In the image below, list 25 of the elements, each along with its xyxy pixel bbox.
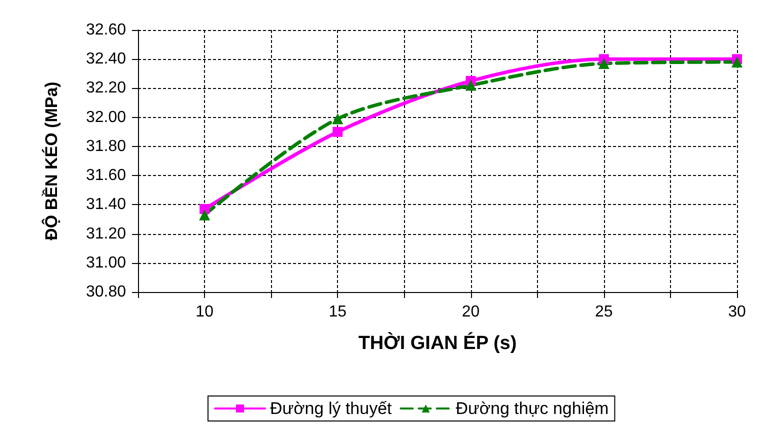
y-tick-label: 31.20: [86, 225, 126, 242]
y-tick-label: 32.00: [86, 108, 126, 126]
y-tick-label: 31.60: [86, 167, 126, 184]
y-tick-label: 32.40: [86, 50, 126, 68]
point: [332, 126, 343, 137]
x-tick-label: 20: [462, 304, 480, 320]
point: [199, 209, 210, 220]
x-tick-label: 30: [728, 304, 746, 320]
y-axis-title: ĐỘ BỀN KÉO (MPa): [41, 82, 61, 240]
y-tick-label: 31.00: [86, 254, 126, 272]
x-axis-title: THỜI GIAN ÉP (s): [358, 332, 517, 354]
legend-label: Đường thực nghiệm: [456, 399, 609, 418]
y-tick-label: 31.40: [86, 196, 126, 214]
x-tick-label: 15: [328, 304, 347, 320]
y-tick-label: 30.80: [86, 284, 126, 300]
y-tick-label: 32.60: [86, 22, 126, 38]
x-tick-label: 25: [594, 304, 613, 320]
y-tick-label: 31.80: [86, 138, 126, 155]
point: [598, 58, 610, 69]
point: [332, 113, 344, 124]
y-tick-label: 32.20: [86, 80, 126, 97]
point: [465, 80, 476, 91]
point: [732, 56, 742, 68]
legend-label: Đường lý thuyết: [270, 399, 392, 418]
x-tick-label: 10: [196, 304, 214, 320]
